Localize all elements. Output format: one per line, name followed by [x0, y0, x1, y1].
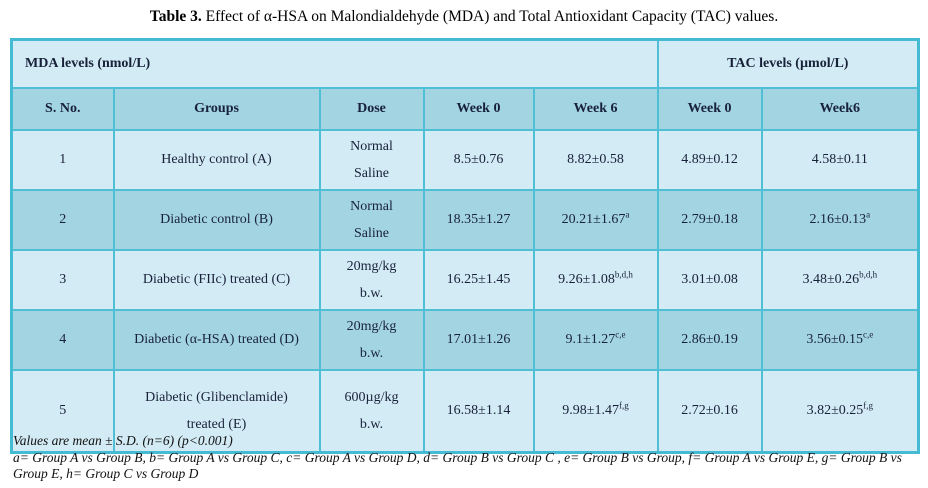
- cell-group: Diabetic (FIIc) treated (C): [112, 248, 321, 311]
- cell-tac-week0: 4.89±0.12: [656, 128, 763, 191]
- table-row: 4 Diabetic (α-HSA) treated (D) 20mg/kg b…: [10, 308, 920, 371]
- value: 8.82±0.58: [567, 151, 624, 167]
- table-row: 3 Diabetic (FIIc) treated (C) 20mg/kg b.…: [10, 248, 920, 311]
- cell-sno: 5: [10, 368, 115, 454]
- cell-sno: 3: [10, 248, 115, 311]
- significance-superscript: a: [866, 208, 871, 219]
- cell-tac-week0: 3.01±0.08: [656, 248, 763, 311]
- cell-dose: 20mg/kg b.w.: [318, 308, 425, 371]
- cell-dose: Normal Saline: [318, 128, 425, 191]
- cell-sno: 2: [10, 188, 115, 251]
- value: 20.21±1.67: [561, 211, 626, 227]
- significance-superscript: b,d,h: [859, 268, 878, 279]
- data-table: MDA levels (nmol/L) TAC levels (µmol/L) …: [10, 38, 921, 454]
- significance-superscript: c,e: [615, 328, 626, 339]
- cell-mda-week0: 16.58±1.14: [422, 368, 535, 454]
- cell-tac-week6: 3.48±0.26b,d,h: [760, 248, 920, 311]
- column-header-mda-week6: Week 6: [532, 86, 659, 131]
- cell-mda-week6: 9.26±1.08b,d,h: [532, 248, 659, 311]
- cell-group: Diabetic (α-HSA) treated (D): [112, 308, 321, 371]
- value: 3.48±0.26: [802, 271, 860, 287]
- column-header-tac-week6: Week6: [760, 86, 920, 131]
- cell-tac-week6: 4.58±0.11: [760, 128, 920, 191]
- column-header-sno: S. No.: [10, 86, 115, 131]
- cell-tac-week0: 2.86±0.19: [656, 308, 763, 371]
- significance-superscript: f,g: [618, 400, 629, 411]
- cell-tac-week6: 3.56±0.15c,e: [760, 308, 920, 371]
- cell-mda-week6: 8.82±0.58: [532, 128, 659, 191]
- footnote-group-key: a= Group A vs Group B, b= Group A vs Gro…: [13, 449, 902, 482]
- cell-mda-week6: 9.98±1.47f,g: [532, 368, 659, 454]
- column-header-groups: Groups: [112, 86, 321, 131]
- cell-mda-week0: 16.25±1.45: [422, 248, 535, 311]
- value: 9.1±1.27: [565, 331, 616, 347]
- column-header-tac-week0: Week 0: [656, 86, 763, 131]
- cell-dose: 20mg/kg b.w.: [318, 248, 425, 311]
- significance-superscript: b,d,h: [614, 268, 633, 279]
- value: 2.16±0.13: [809, 211, 867, 227]
- column-header-mda-week0: Week 0: [422, 86, 535, 131]
- cell-mda-week0: 17.01±1.26: [422, 308, 535, 371]
- table-row: 1 Healthy control (A) Normal Saline 8.5±…: [10, 128, 920, 191]
- cell-dose: 600µg/kg b.w.: [318, 368, 425, 454]
- cell-mda-week0: 18.35±1.27: [422, 188, 535, 251]
- column-header-dose: Dose: [318, 86, 425, 131]
- value: 4.58±0.11: [811, 151, 868, 167]
- footnote-stats: Values are mean ± S.D. (n=6) (p<0.001): [13, 433, 233, 448]
- cell-sno: 4: [10, 308, 115, 371]
- table-footnotes: Values are mean ± S.D. (n=6) (p<0.001) a…: [13, 433, 919, 483]
- cell-group: Diabetic control (B): [112, 188, 321, 251]
- section-header-tac: TAC levels (µmol/L): [656, 38, 920, 89]
- cell-sno: 1: [10, 128, 115, 191]
- table-caption-number: Table 3.: [149, 8, 202, 25]
- significance-superscript: a: [625, 208, 630, 219]
- cell-mda-week6: 20.21±1.67a: [532, 188, 659, 251]
- table-row: 5 Diabetic (Glibenclamide) treated (E) 6…: [10, 368, 920, 454]
- significance-superscript: c,e: [863, 328, 874, 339]
- cell-tac-week6: 3.82±0.25f,g: [760, 368, 920, 454]
- value: 9.26±1.08: [558, 271, 615, 287]
- table-caption-text: Effect of α-HSA on Malondialdehyde (MDA)…: [201, 8, 779, 25]
- cell-tac-week0: 2.72±0.16: [656, 368, 763, 454]
- value: 3.56±0.15: [806, 331, 864, 347]
- table-caption: Table 3. Effect of α-HSA on Malondialdeh…: [0, 8, 928, 26]
- value: 3.82±0.25: [806, 402, 864, 418]
- cell-mda-week0: 8.5±0.76: [422, 128, 535, 191]
- cell-tac-week6: 2.16±0.13a: [760, 188, 920, 251]
- table-row: 2 Diabetic control (B) Normal Saline 18.…: [10, 188, 920, 251]
- value: 9.98±1.47: [562, 402, 619, 418]
- cell-mda-week6: 9.1±1.27c,e: [532, 308, 659, 371]
- cell-tac-week0: 2.79±0.18: [656, 188, 763, 251]
- cell-group: Healthy control (A): [112, 128, 321, 191]
- cell-dose: Normal Saline: [318, 188, 425, 251]
- section-header-mda: MDA levels (nmol/L): [10, 38, 659, 89]
- cell-group: Diabetic (Glibenclamide) treated (E): [112, 368, 321, 454]
- significance-superscript: f,g: [863, 400, 874, 411]
